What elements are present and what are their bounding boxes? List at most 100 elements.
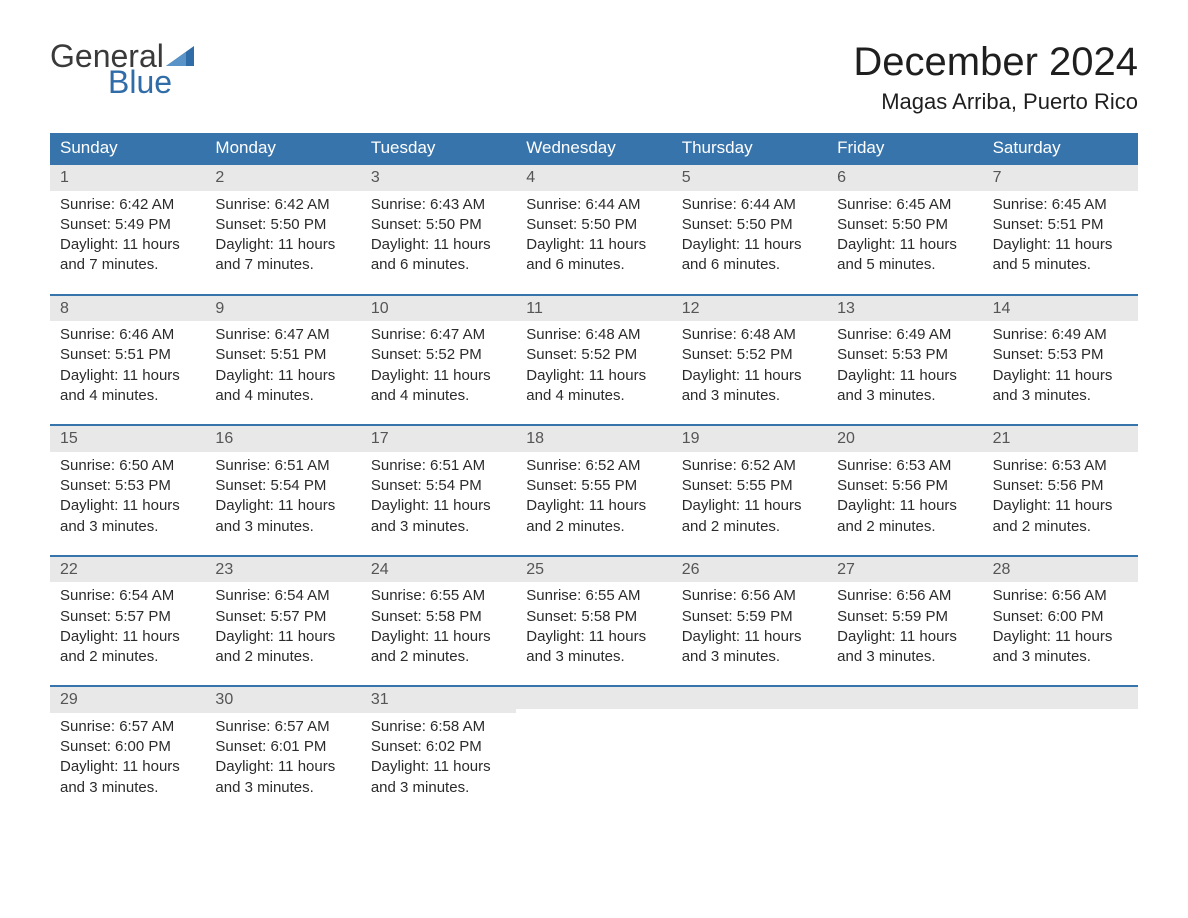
day-body: Sunrise: 6:42 AMSunset: 5:49 PMDaylight:… [50, 191, 205, 276]
calendar: SundayMondayTuesdayWednesdayThursdayFrid… [50, 133, 1138, 816]
day-number [827, 687, 982, 709]
daylight-line1: Daylight: 11 hours [526, 235, 661, 255]
day-body: Sunrise: 6:45 AMSunset: 5:50 PMDaylight:… [827, 191, 982, 276]
daylight-line2: and 2 minutes. [371, 647, 506, 667]
daylight-line1: Daylight: 11 hours [215, 235, 350, 255]
day-header: Friday [827, 133, 982, 163]
day-cell: 23Sunrise: 6:54 AMSunset: 5:57 PMDayligh… [205, 557, 360, 686]
day-body: Sunrise: 6:57 AMSunset: 6:00 PMDaylight:… [50, 713, 205, 798]
daylight-line1: Daylight: 11 hours [60, 757, 195, 777]
daylight-line2: and 2 minutes. [993, 517, 1128, 537]
day-body: Sunrise: 6:53 AMSunset: 5:56 PMDaylight:… [983, 452, 1138, 537]
week-row: 1Sunrise: 6:42 AMSunset: 5:49 PMDaylight… [50, 163, 1138, 294]
week-row: 15Sunrise: 6:50 AMSunset: 5:53 PMDayligh… [50, 424, 1138, 555]
daylight-line1: Daylight: 11 hours [371, 757, 506, 777]
day-cell: 10Sunrise: 6:47 AMSunset: 5:52 PMDayligh… [361, 296, 516, 425]
sunset-text: Sunset: 5:52 PM [526, 345, 661, 365]
daylight-line1: Daylight: 11 hours [526, 366, 661, 386]
day-body: Sunrise: 6:49 AMSunset: 5:53 PMDaylight:… [983, 321, 1138, 406]
day-number: 13 [827, 296, 982, 322]
day-cell: 13Sunrise: 6:49 AMSunset: 5:53 PMDayligh… [827, 296, 982, 425]
day-cell [983, 687, 1138, 816]
day-body: Sunrise: 6:50 AMSunset: 5:53 PMDaylight:… [50, 452, 205, 537]
sunrise-text: Sunrise: 6:56 AM [837, 586, 972, 606]
sunrise-text: Sunrise: 6:56 AM [682, 586, 817, 606]
sunrise-text: Sunrise: 6:55 AM [526, 586, 661, 606]
day-number: 22 [50, 557, 205, 583]
sunrise-text: Sunrise: 6:44 AM [526, 195, 661, 215]
day-cell: 25Sunrise: 6:55 AMSunset: 5:58 PMDayligh… [516, 557, 671, 686]
day-number: 10 [361, 296, 516, 322]
day-body: Sunrise: 6:52 AMSunset: 5:55 PMDaylight:… [672, 452, 827, 537]
day-cell: 30Sunrise: 6:57 AMSunset: 6:01 PMDayligh… [205, 687, 360, 816]
sunset-text: Sunset: 5:56 PM [993, 476, 1128, 496]
day-number: 8 [50, 296, 205, 322]
sunrise-text: Sunrise: 6:42 AM [60, 195, 195, 215]
day-header: Sunday [50, 133, 205, 163]
day-number: 12 [672, 296, 827, 322]
day-number: 24 [361, 557, 516, 583]
day-cell: 1Sunrise: 6:42 AMSunset: 5:49 PMDaylight… [50, 165, 205, 294]
sunset-text: Sunset: 5:53 PM [993, 345, 1128, 365]
daylight-line2: and 4 minutes. [215, 386, 350, 406]
week-row: 22Sunrise: 6:54 AMSunset: 5:57 PMDayligh… [50, 555, 1138, 686]
daylight-line1: Daylight: 11 hours [682, 235, 817, 255]
sunrise-text: Sunrise: 6:57 AM [60, 717, 195, 737]
sunrise-text: Sunrise: 6:47 AM [215, 325, 350, 345]
daylight-line2: and 2 minutes. [215, 647, 350, 667]
day-number: 2 [205, 165, 360, 191]
sunset-text: Sunset: 5:50 PM [837, 215, 972, 235]
sunset-text: Sunset: 5:58 PM [526, 607, 661, 627]
day-cell: 22Sunrise: 6:54 AMSunset: 5:57 PMDayligh… [50, 557, 205, 686]
daylight-line2: and 3 minutes. [837, 386, 972, 406]
sunrise-text: Sunrise: 6:43 AM [371, 195, 506, 215]
daylight-line1: Daylight: 11 hours [371, 496, 506, 516]
sunset-text: Sunset: 5:57 PM [60, 607, 195, 627]
sunset-text: Sunset: 6:00 PM [993, 607, 1128, 627]
day-cell: 19Sunrise: 6:52 AMSunset: 5:55 PMDayligh… [672, 426, 827, 555]
day-number: 18 [516, 426, 671, 452]
day-header: Wednesday [516, 133, 671, 163]
day-body: Sunrise: 6:45 AMSunset: 5:51 PMDaylight:… [983, 191, 1138, 276]
day-cell: 14Sunrise: 6:49 AMSunset: 5:53 PMDayligh… [983, 296, 1138, 425]
day-number: 19 [672, 426, 827, 452]
daylight-line1: Daylight: 11 hours [60, 496, 195, 516]
day-cell: 12Sunrise: 6:48 AMSunset: 5:52 PMDayligh… [672, 296, 827, 425]
day-number: 5 [672, 165, 827, 191]
sunrise-text: Sunrise: 6:52 AM [526, 456, 661, 476]
day-body: Sunrise: 6:44 AMSunset: 5:50 PMDaylight:… [516, 191, 671, 276]
day-cell: 21Sunrise: 6:53 AMSunset: 5:56 PMDayligh… [983, 426, 1138, 555]
day-body: Sunrise: 6:56 AMSunset: 5:59 PMDaylight:… [827, 582, 982, 667]
day-body: Sunrise: 6:53 AMSunset: 5:56 PMDaylight:… [827, 452, 982, 537]
sunrise-text: Sunrise: 6:48 AM [526, 325, 661, 345]
day-body: Sunrise: 6:51 AMSunset: 5:54 PMDaylight:… [205, 452, 360, 537]
daylight-line2: and 2 minutes. [837, 517, 972, 537]
day-number: 11 [516, 296, 671, 322]
daylight-line2: and 2 minutes. [526, 517, 661, 537]
day-number: 28 [983, 557, 1138, 583]
daylight-line1: Daylight: 11 hours [993, 496, 1128, 516]
sunset-text: Sunset: 5:50 PM [371, 215, 506, 235]
day-body: Sunrise: 6:54 AMSunset: 5:57 PMDaylight:… [50, 582, 205, 667]
daylight-line1: Daylight: 11 hours [993, 627, 1128, 647]
sunrise-text: Sunrise: 6:51 AM [215, 456, 350, 476]
day-cell: 16Sunrise: 6:51 AMSunset: 5:54 PMDayligh… [205, 426, 360, 555]
day-header: Saturday [983, 133, 1138, 163]
sunrise-text: Sunrise: 6:58 AM [371, 717, 506, 737]
day-number [983, 687, 1138, 709]
day-body: Sunrise: 6:51 AMSunset: 5:54 PMDaylight:… [361, 452, 516, 537]
daylight-line1: Daylight: 11 hours [682, 366, 817, 386]
location-subtitle: Magas Arriba, Puerto Rico [853, 89, 1138, 115]
daylight-line2: and 3 minutes. [993, 647, 1128, 667]
sunrise-text: Sunrise: 6:47 AM [371, 325, 506, 345]
day-body: Sunrise: 6:52 AMSunset: 5:55 PMDaylight:… [516, 452, 671, 537]
daylight-line1: Daylight: 11 hours [837, 496, 972, 516]
sunset-text: Sunset: 5:55 PM [682, 476, 817, 496]
daylight-line2: and 3 minutes. [993, 386, 1128, 406]
sunset-text: Sunset: 5:51 PM [60, 345, 195, 365]
day-number: 1 [50, 165, 205, 191]
sunrise-text: Sunrise: 6:54 AM [60, 586, 195, 606]
sunset-text: Sunset: 5:52 PM [371, 345, 506, 365]
day-body: Sunrise: 6:48 AMSunset: 5:52 PMDaylight:… [672, 321, 827, 406]
sunrise-text: Sunrise: 6:49 AM [837, 325, 972, 345]
